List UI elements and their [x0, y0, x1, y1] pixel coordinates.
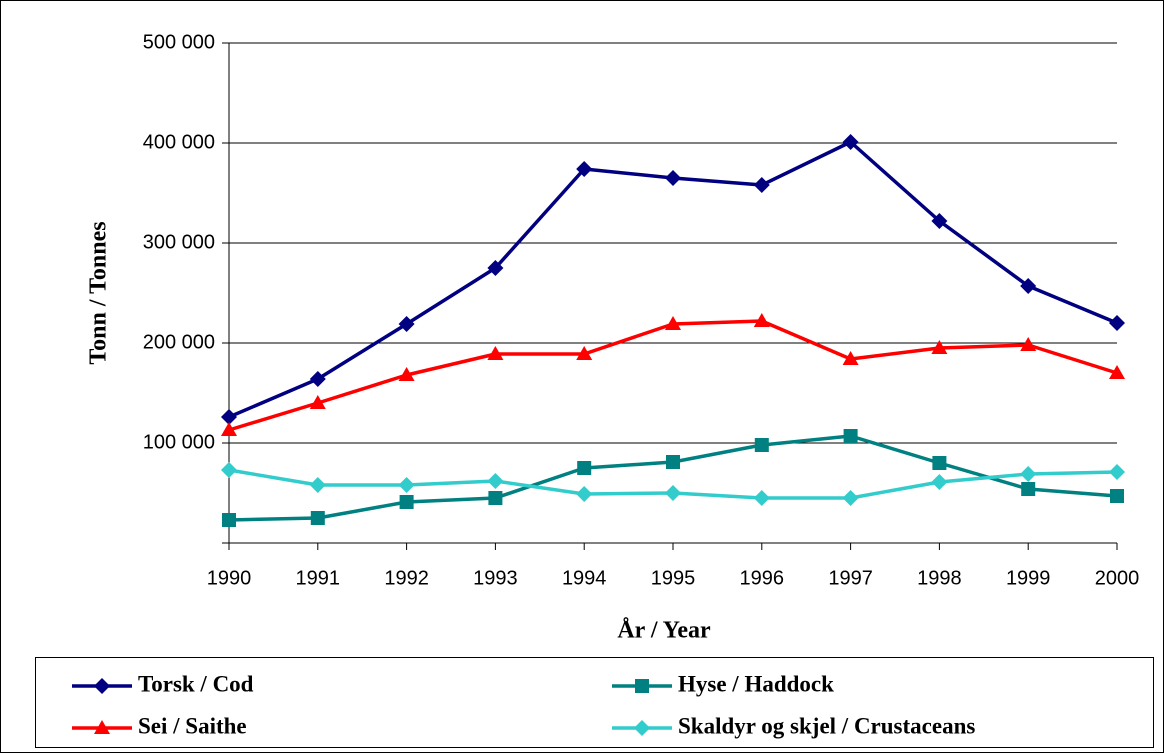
data-point [1110, 489, 1124, 503]
data-point [576, 346, 593, 360]
legend-label: Sei / Saithe [138, 713, 247, 738]
x-tick-label: 1997 [828, 567, 873, 589]
data-point [842, 490, 859, 506]
x-tick-label: 2000 [1095, 567, 1140, 589]
legend-marker [634, 720, 650, 736]
y-tick-label: 400 000 [143, 131, 215, 153]
data-point [309, 395, 326, 409]
legend-label: Hyse / Haddock [678, 671, 834, 696]
data-point [1020, 337, 1037, 351]
x-tick-label: 1999 [1006, 567, 1051, 589]
data-point [398, 316, 415, 332]
y-tick-label: 300 000 [143, 231, 215, 253]
legend-label: Torsk / Cod [138, 671, 254, 696]
x-tick-label: 1994 [562, 567, 607, 589]
x-tick-label: 1990 [207, 567, 252, 589]
legend-marker [94, 720, 110, 734]
data-point [222, 513, 236, 527]
data-point [221, 462, 237, 478]
data-point [753, 177, 770, 193]
data-point [488, 491, 503, 505]
data-point [842, 351, 859, 365]
data-point [221, 409, 237, 425]
data-point [932, 456, 947, 470]
y-tick-label: 500 000 [143, 31, 215, 53]
data-point [753, 313, 770, 327]
legend-marker [635, 679, 649, 693]
data-point [931, 213, 948, 229]
data-point [666, 455, 680, 469]
x-tick-label: 1998 [917, 567, 962, 589]
data-point [754, 438, 769, 452]
legend-box [35, 657, 1154, 748]
series-line [228, 319, 1118, 432]
data-point [843, 429, 858, 443]
data-point [576, 486, 593, 502]
data-point [487, 473, 504, 489]
x-tick-label: 1992 [384, 567, 429, 589]
y-axis-label: Tonn / Tonnes [86, 221, 112, 364]
x-tick-label: 1996 [740, 567, 785, 589]
data-point [665, 485, 681, 501]
data-point [1020, 466, 1037, 482]
data-point [398, 477, 415, 493]
data-point [577, 461, 592, 475]
data-point [487, 346, 504, 360]
data-point [487, 260, 504, 276]
y-tick-label: 200 000 [143, 331, 215, 353]
y-tick-label: 100 000 [143, 431, 215, 453]
data-point [1020, 278, 1037, 294]
data-point [309, 477, 326, 493]
data-point [842, 134, 859, 150]
legend-marker [94, 678, 110, 694]
data-point [931, 474, 948, 490]
x-tick-label: 1991 [296, 567, 341, 589]
legend-label: Skaldyr og skjel / Crustaceans [678, 713, 975, 738]
data-point [309, 371, 326, 387]
data-point [931, 340, 948, 354]
data-point [665, 170, 681, 186]
x-tick-label: 1995 [651, 567, 696, 589]
x-tick-label: 1993 [473, 567, 518, 589]
data-point [1109, 365, 1125, 379]
data-point [1109, 315, 1125, 331]
data-point [1109, 464, 1125, 480]
data-point [1021, 482, 1036, 496]
data-point [576, 161, 593, 177]
data-point [310, 511, 325, 525]
data-point [399, 495, 414, 509]
data-point [221, 422, 237, 436]
data-point [665, 316, 681, 330]
x-axis-label: År / Year [617, 618, 711, 644]
data-point [398, 367, 415, 381]
data-point [753, 490, 770, 506]
